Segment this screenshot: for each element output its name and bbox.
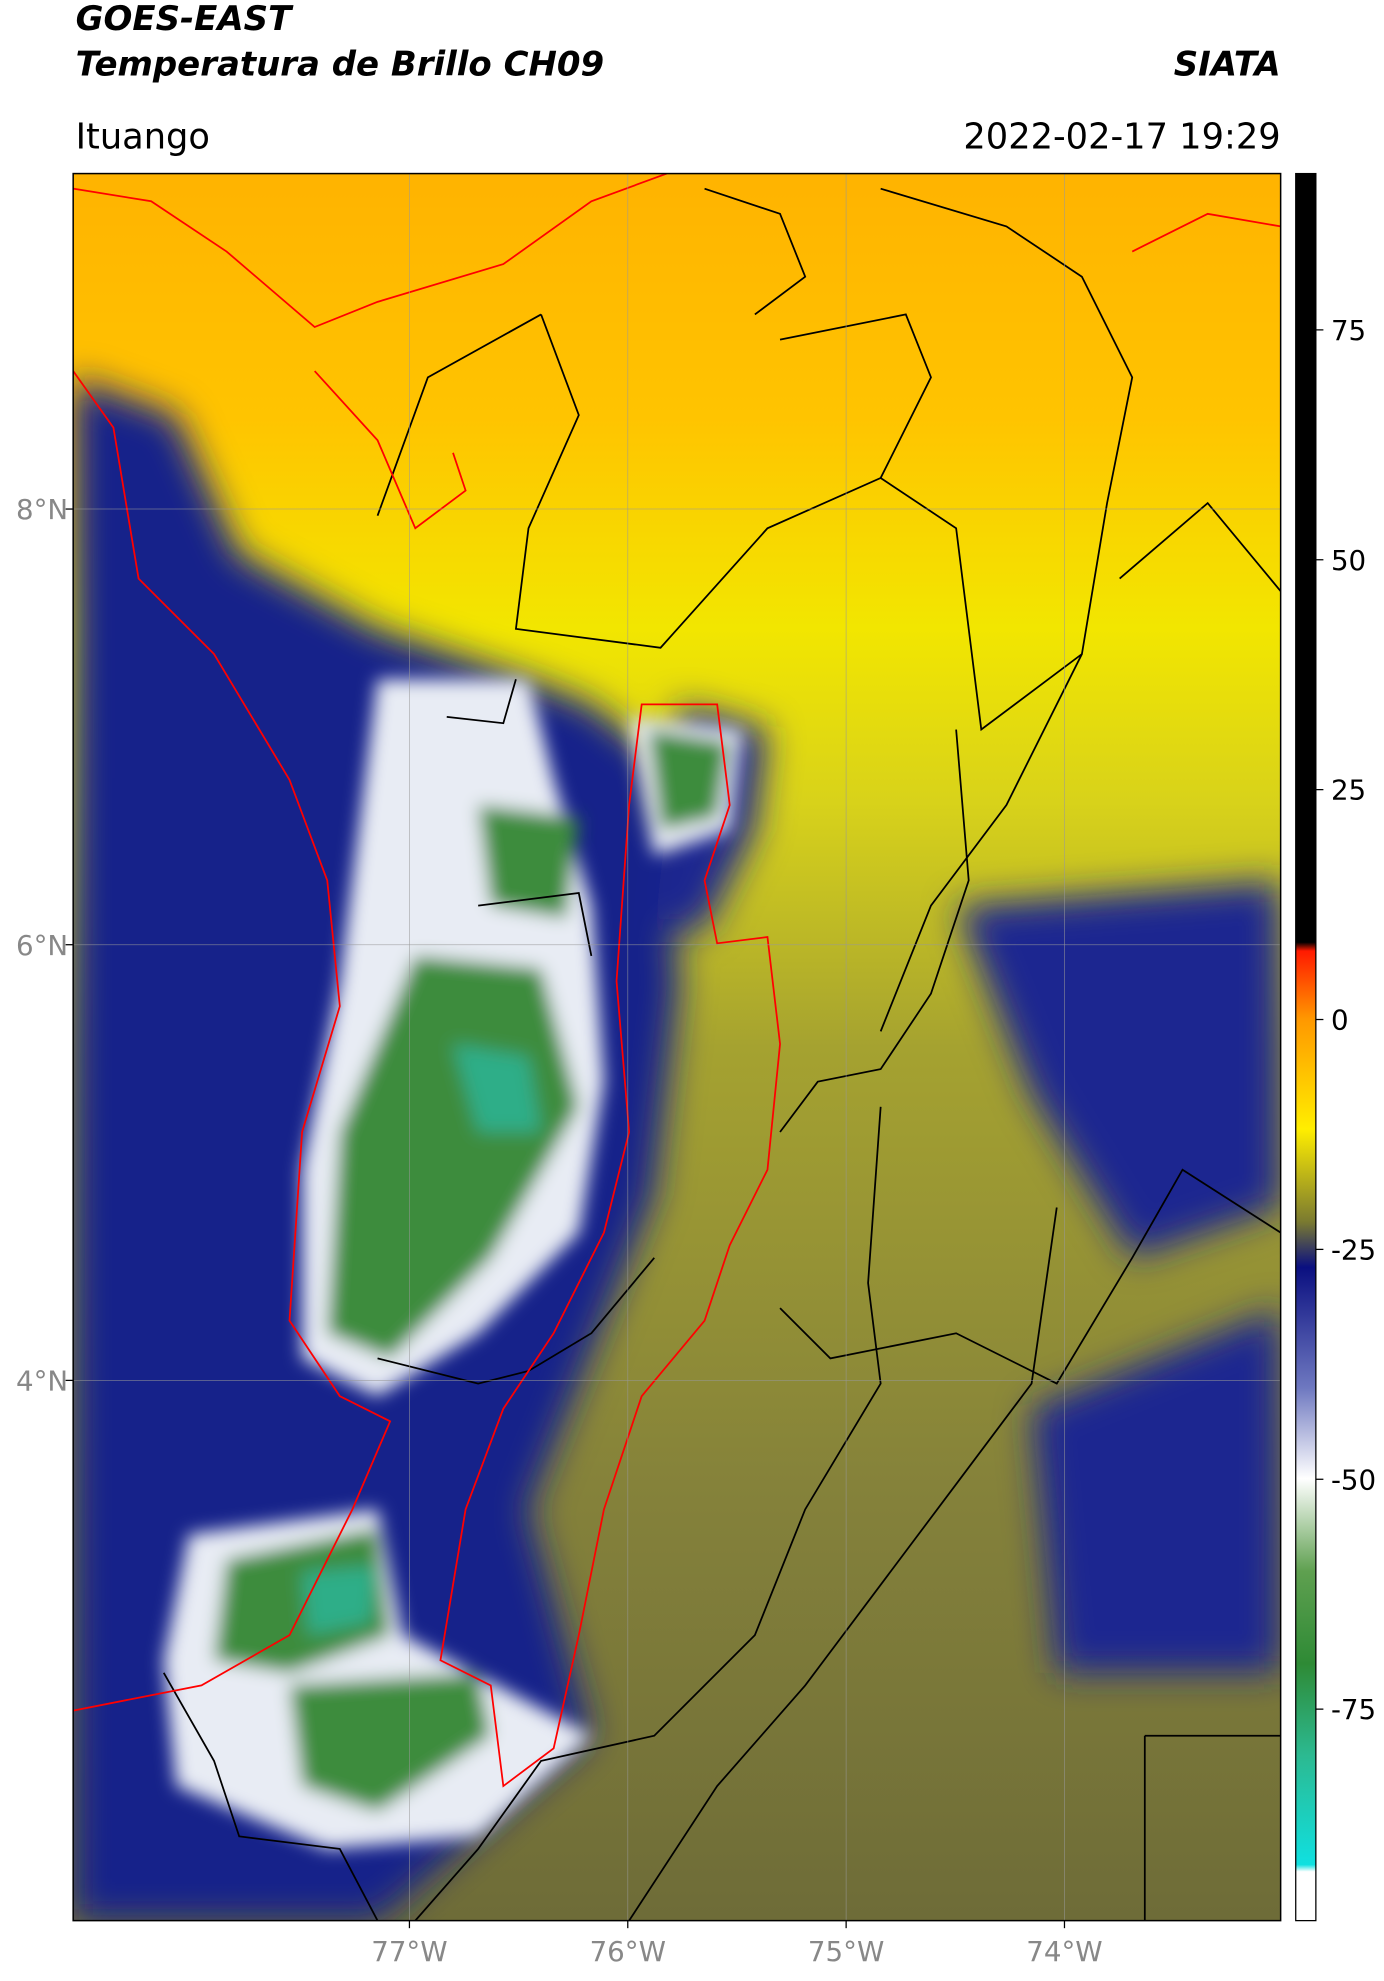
colorbar (1295, 172, 1317, 1922)
subtitle: Temperatura de Brillo CH09 (76, 44, 604, 84)
colorbar-tick-label: -75 (1331, 1693, 1376, 1726)
colorbar-tick-label: 75 (1331, 314, 1366, 347)
datetime: 2022-02-17 19:29 (963, 116, 1280, 157)
colorbar-tick-label: -50 (1331, 1463, 1376, 1496)
graticule (65, 173, 1281, 1929)
colorbar-tick-label: -25 (1331, 1233, 1376, 1266)
y-tick-label: 4°N (16, 1364, 68, 1397)
colorbar-tick-label: 0 (1331, 1004, 1349, 1037)
location: Ituango (76, 116, 210, 157)
y-tick-label: 6°N (16, 929, 68, 962)
x-tick-label: 75°W (808, 1935, 884, 1968)
x-tick-label: 74°W (1026, 1935, 1102, 1968)
map-frame (72, 172, 1282, 1922)
x-tick-label: 77°W (371, 1935, 447, 1968)
y-tick-label: 8°N (16, 493, 68, 526)
colorbar-tick-label: 50 (1331, 544, 1366, 577)
x-tick-label: 76°W (590, 1935, 666, 1968)
agency: SIATA (1174, 44, 1281, 84)
satellite-image (73, 173, 1281, 1921)
title: GOES-EAST (76, 0, 294, 39)
colorbar-tick-label: 25 (1331, 774, 1366, 807)
